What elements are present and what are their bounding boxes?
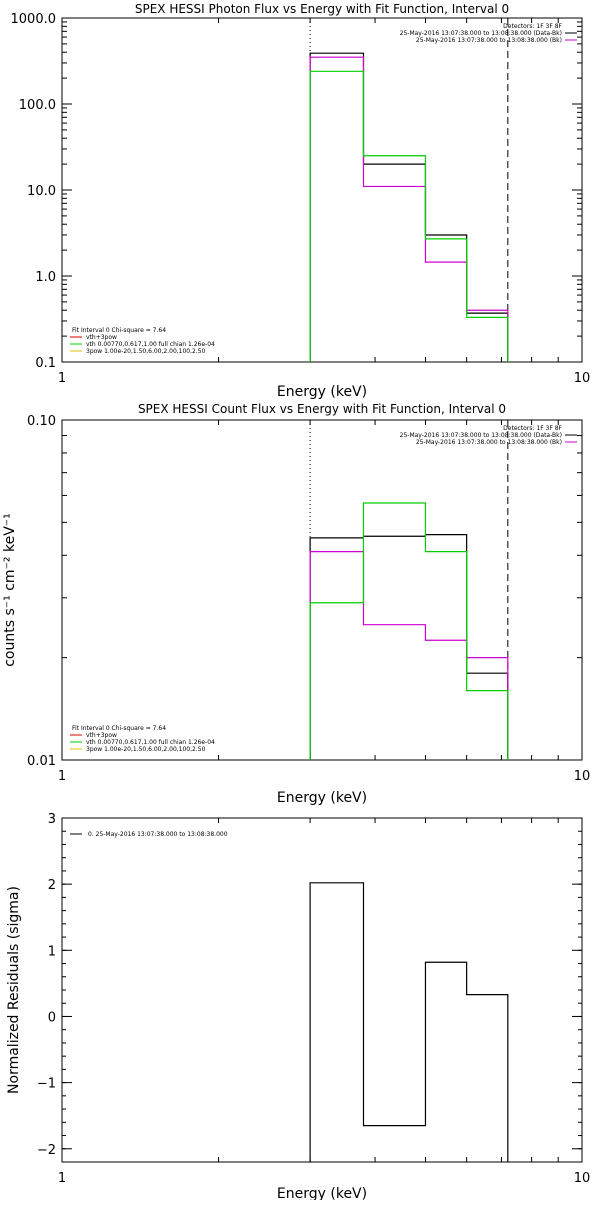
resid-y-tick-label: −1 [37,1077,56,1092]
photon-legend-bl-text: vth 0.00770,0.617,1.00 full chian 1.26e-… [86,341,215,348]
count-legend-tr-text: Detectors: 1F 3F 8F [503,425,562,432]
count-legend-tr-text: 25-May-2016 13:07:38.000 to 13:08:38.000… [416,439,562,446]
count-legend-bl-text: 3pow 1.00e-20,1.50,6.00,2.00,100,2.50 [86,746,206,753]
resid-plot-frame [61,817,583,1163]
count-series-2-step-line [309,502,509,760]
photon-legend-tr-text: 25-May-2016 13:07:38.000 to 13:08:38.000… [400,30,562,37]
resid-y-tick-label: −2 [37,1143,56,1158]
resid-y-tick-label: 2 [48,878,56,893]
count-plot-frame [61,419,583,761]
photon-series-0-step-line [309,52,509,362]
count-x-axis-label: Energy (keV) [277,790,367,806]
count-y-tick-label: 0.10 [27,414,56,429]
count-y-tick-label: 0.01 [27,754,56,769]
count-x-tick-label: 1 [58,769,66,784]
resid-series-0-step-line [309,882,509,1162]
count-x-tick-label: 10 [574,769,591,784]
photon-y-tick-label: 0.1 [35,356,56,371]
photon-chart-title: SPEX HESSI Photon Flux vs Energy with Fi… [135,2,509,16]
count-legend-bl-text: Fit Interval 0 Chi-square = 7.64 [72,725,166,732]
resid-x-axis-label: Energy (keV) [277,1186,367,1200]
photon-legend-tr-text: 25-May-2016 13:07:38.000 to 13:08:38.000… [416,37,562,44]
photon-y-tick-label: 1000.0 [11,12,57,27]
resid-y-axis-label: Normalized Residuals (sigma) [6,886,22,1094]
count-y-axis-label: counts s⁻¹ cm⁻² keV⁻¹ [2,513,18,667]
resid-y-tick-label: 0 [48,1010,56,1025]
resid-x-tick-label: 10 [574,1171,591,1186]
photon-y-tick-label: 1.0 [35,270,56,285]
count-series-1-step-line [309,551,509,760]
count-chart-title: SPEX HESSI Count Flux vs Energy with Fit… [138,402,506,416]
count-legend-bl-text: vth+3pow [86,732,117,739]
photon-legend-bl-text: 3pow 1.00e-20,1.50,6.00,2.00,100,2.50 [86,348,206,355]
count-series-0-step-line [309,534,509,760]
resid-y-tick-label: 1 [48,944,56,959]
count-legend-tr-text: 25-May-2016 13:07:38.000 to 13:08:38.000… [400,432,562,439]
photon-legend-bl-text: vth+3pow [86,334,117,341]
photon-x-axis-label: Energy (keV) [277,384,367,400]
photon-y-tick-label: 100.0 [19,98,56,113]
photon-legend-tr-text: Detectors: 1F 3F 8F [503,23,562,30]
resid-x-tick-label: 1 [58,1171,66,1186]
resid-legend-tl-text: 0. 25-May-2016 13:07:38.000 to 13:08:38.… [88,831,228,838]
count-legend-bl-text: vth 0.00770,0.617,1.00 full chian 1.26e-… [86,739,215,746]
photon-y-tick-label: 10.0 [27,184,56,199]
resid-y-tick-label: 3 [48,812,56,827]
photon-series-2-step-line [309,70,509,362]
photon-x-tick-label: 10 [574,371,591,386]
photon-legend-bl-text: Fit Interval 0 Chi-square = 7.64 [72,327,166,334]
photon-x-tick-label: 1 [58,371,66,386]
photon-series-1-step-line [309,56,509,362]
